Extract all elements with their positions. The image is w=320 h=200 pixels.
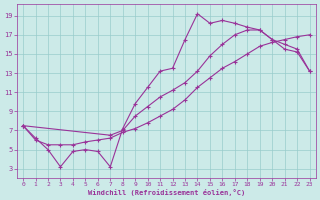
- X-axis label: Windchill (Refroidissement éolien,°C): Windchill (Refroidissement éolien,°C): [88, 189, 245, 196]
